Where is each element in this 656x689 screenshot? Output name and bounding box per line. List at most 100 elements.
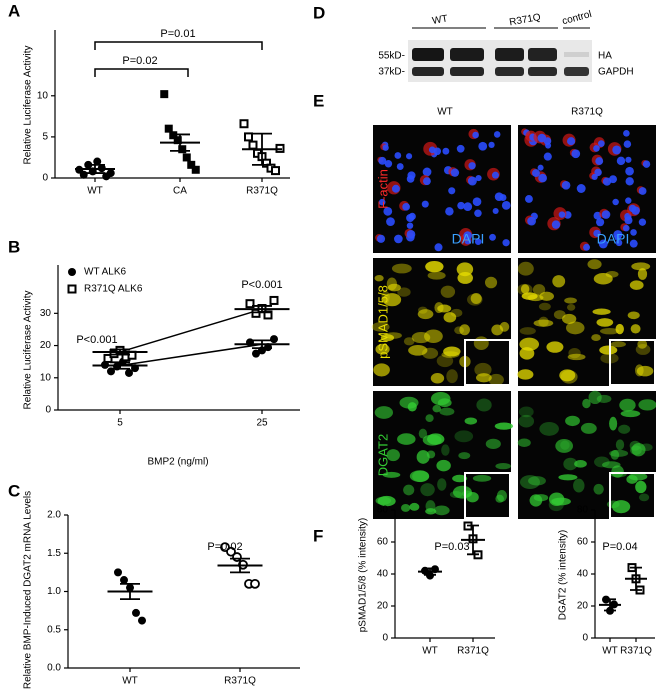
point	[79, 170, 88, 179]
y-axis-label: DGAT2 (% intensity)	[558, 530, 569, 620]
y-tick-label: 0	[382, 633, 388, 644]
error-bar	[424, 567, 436, 576]
cell	[573, 478, 585, 493]
micrographs: WT R371Q F-actin pSMAD1/5/8 DGAT2 DAPI DAPI	[371, 107, 656, 519]
point	[114, 568, 122, 577]
cell	[565, 321, 585, 335]
nucleus	[386, 217, 395, 227]
cell	[434, 302, 444, 314]
cell	[592, 308, 611, 315]
cell	[615, 439, 625, 451]
nucleus	[596, 218, 605, 227]
cell	[408, 345, 428, 356]
nucleus	[463, 231, 472, 240]
nucleus	[571, 149, 581, 159]
cell	[517, 438, 531, 447]
nucleus	[593, 229, 601, 238]
point	[239, 119, 249, 129]
annotation: P=0.03	[434, 541, 469, 553]
error-bar	[630, 566, 642, 591]
point	[250, 578, 260, 589]
lane-label: WT	[431, 13, 448, 27]
nucleus	[478, 141, 488, 151]
cell	[566, 304, 576, 311]
nucleus	[475, 174, 482, 182]
western-blot: WT R371Q control 55kD- 37kD- HA GAPDH	[378, 9, 634, 82]
nucleus	[501, 200, 511, 210]
x-axis-label: BMP2 (ng/ml)	[147, 457, 208, 468]
cell	[425, 261, 444, 273]
nucleus	[525, 195, 533, 203]
y-tick-label: 0	[582, 633, 588, 644]
error-bar	[170, 133, 190, 152]
cell	[538, 302, 551, 311]
cell	[407, 402, 417, 412]
cell	[558, 474, 578, 481]
cell	[381, 290, 390, 304]
error-bar	[252, 132, 272, 166]
y-tick-label: 1.0	[47, 586, 61, 597]
nucleus	[493, 131, 501, 138]
cell	[422, 347, 439, 359]
cell	[599, 345, 618, 355]
band	[528, 67, 557, 76]
cell	[548, 498, 564, 512]
error-bar	[252, 305, 272, 314]
cell	[639, 493, 650, 502]
point	[270, 335, 278, 344]
cell	[612, 500, 631, 514]
nucleus	[558, 211, 566, 218]
point	[103, 353, 113, 363]
point	[248, 140, 258, 150]
dot-plot: 0 20 40 60 80 WT R371Q DGAT2 (% intensity) P=0.0…	[558, 505, 655, 657]
point	[132, 608, 140, 617]
nucleus	[623, 140, 632, 148]
band	[495, 67, 524, 76]
cell	[630, 324, 641, 334]
cell	[403, 484, 415, 496]
band-label: GAPDH	[598, 67, 634, 78]
point	[244, 132, 253, 142]
cell	[374, 406, 394, 419]
cell	[567, 353, 586, 361]
cell	[631, 443, 646, 457]
point	[138, 616, 146, 625]
nucleus	[614, 234, 621, 241]
cell	[432, 404, 442, 413]
cell	[397, 287, 411, 297]
cell	[473, 336, 489, 351]
cell	[495, 462, 511, 470]
cell	[618, 424, 631, 434]
cell	[494, 422, 514, 430]
y-tick-label: 0	[45, 405, 51, 416]
nucleus	[625, 177, 634, 186]
nucleus	[532, 169, 540, 178]
cell	[458, 452, 471, 460]
nucleus	[467, 176, 477, 186]
cell	[425, 500, 436, 513]
nucleus	[602, 177, 612, 186]
point	[125, 368, 133, 377]
nucleus	[408, 212, 416, 221]
band	[495, 48, 524, 61]
annotation: P=0.02	[122, 55, 157, 67]
nucleus	[567, 137, 576, 146]
nucleus	[442, 147, 450, 155]
cell	[386, 277, 397, 291]
nucleus	[378, 198, 386, 206]
cell	[626, 474, 638, 484]
x-tick-label: WT	[422, 646, 438, 657]
cell	[594, 456, 610, 468]
cell	[532, 284, 546, 296]
nucleus	[456, 144, 465, 153]
cell	[630, 445, 642, 456]
cell	[416, 450, 430, 464]
annotation: P=0.04	[602, 541, 637, 553]
cell	[611, 465, 624, 478]
nucleus	[406, 229, 416, 239]
cell	[391, 263, 412, 274]
y-tick-label: 0	[42, 173, 48, 184]
cell	[467, 293, 483, 306]
cell	[562, 313, 577, 324]
